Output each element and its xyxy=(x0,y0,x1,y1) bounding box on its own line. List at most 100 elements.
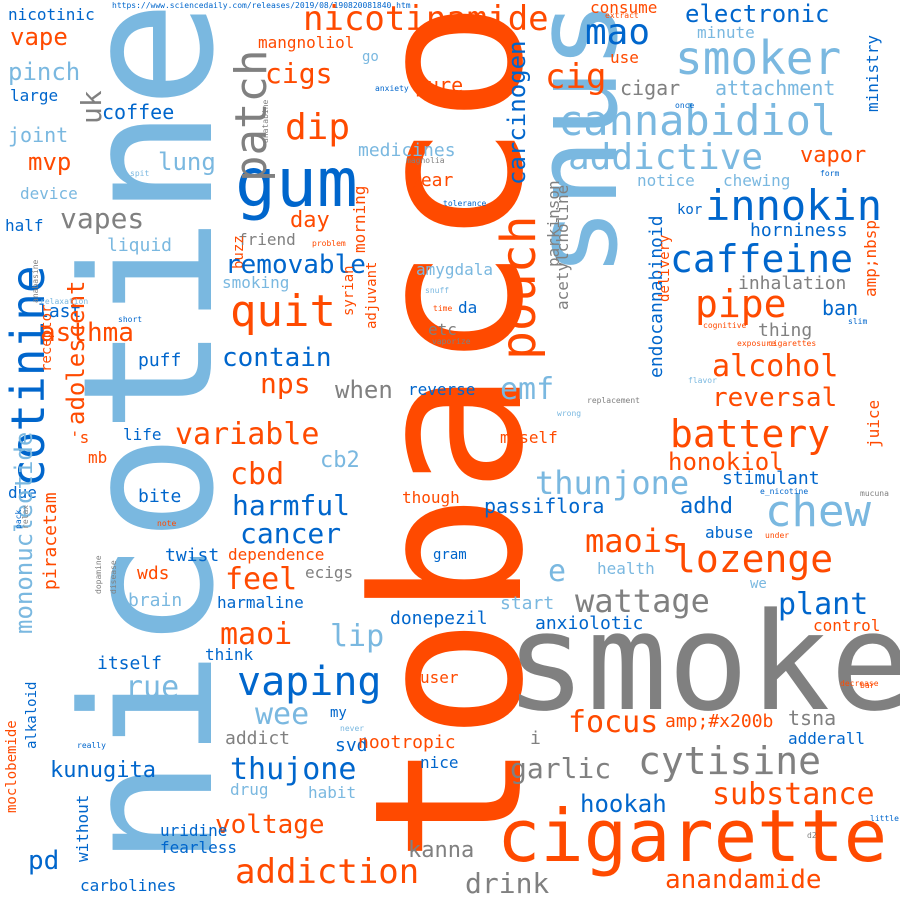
word-never: never xyxy=(340,724,365,733)
word-cannabidiol: cannabidiol xyxy=(558,96,837,145)
word-source-url[interactable]: https://www.sciencedaily.com/releases/20… xyxy=(112,1,411,10)
word-really: really xyxy=(77,741,106,750)
word-itself: itself xyxy=(97,653,163,674)
word-syrian: syrian xyxy=(341,265,357,316)
word-user: user xyxy=(420,668,459,687)
word-though: though xyxy=(402,488,460,507)
word-go: go xyxy=(362,49,379,65)
word-ministry: ministry xyxy=(863,35,882,113)
word-ban: ban xyxy=(822,296,859,320)
word-harmaline: harmaline xyxy=(217,593,304,612)
word-once: once xyxy=(675,101,695,110)
word-mvp: mvp xyxy=(28,148,72,176)
word-anabasine: anabasine xyxy=(31,260,40,304)
word-addictive: addictive xyxy=(568,137,764,178)
word-donepezil: donepezil xyxy=(390,608,488,629)
word-cigarettes: cigarettes xyxy=(768,339,817,348)
word-nootropic: nootropic xyxy=(358,732,456,753)
word-bite: bite xyxy=(138,486,182,507)
word-we: we xyxy=(750,576,767,592)
word-uridine: uridine xyxy=(160,821,228,840)
word-cigarette: cigarette xyxy=(497,794,888,878)
word-thujone: thujone xyxy=(230,752,357,787)
word-passiflora: passiflora xyxy=(484,494,605,518)
word-amygdala: amygdala xyxy=(416,260,494,279)
word-cancer: cancer xyxy=(240,517,342,550)
word-thunjone: thunjone xyxy=(535,464,690,502)
word-battery: battery xyxy=(670,412,831,456)
word-problem: problem xyxy=(312,239,346,248)
word-disease: disease xyxy=(109,560,118,594)
word-voltage: voltage xyxy=(215,810,325,840)
word-asthma: asthma xyxy=(40,318,134,348)
word-feel: feel xyxy=(225,562,298,597)
word-pinch: pinch xyxy=(8,58,81,86)
word-wattage: wattage xyxy=(575,582,710,620)
word-cb2: cb2 xyxy=(320,448,360,473)
word-year: year xyxy=(410,170,454,191)
word-alcohol: alcohol xyxy=(712,349,839,384)
word-addict: addict xyxy=(225,728,291,749)
word-quit: quit xyxy=(230,286,336,337)
word-moclobemide: moclobemide xyxy=(4,720,20,813)
word-nicotinic: nicotinic xyxy=(8,5,95,24)
word-due: due xyxy=(8,483,37,502)
word-harmful: harmful xyxy=(232,489,351,522)
word-innokin: innokin xyxy=(705,181,883,230)
word-reversal: reversal xyxy=(712,383,838,413)
word-slim: slim xyxy=(848,317,868,326)
word-pack: pack xyxy=(14,510,23,530)
word-anxiety: anxiety xyxy=(375,84,409,93)
word-substance: substance xyxy=(712,777,875,812)
word-nicotinamide: nicotinamide xyxy=(303,0,549,39)
word-my: my xyxy=(330,705,347,721)
word-thing: thing xyxy=(758,320,813,341)
word-when: when xyxy=(335,376,393,404)
word-smoker: smoker xyxy=(675,31,842,85)
word-anatabine: anatabine xyxy=(261,100,270,144)
word-coffee: coffee xyxy=(102,100,175,124)
word-mucuna: mucuna xyxy=(860,489,889,498)
word-addiction: addiction xyxy=(235,852,420,892)
word-contain: contain xyxy=(222,343,332,373)
word-honokiol: honokiol xyxy=(668,448,784,476)
word-chew: chew xyxy=(765,486,871,537)
word-removable: removable xyxy=(225,250,366,280)
word-delivery: delivery xyxy=(657,235,673,303)
word-spit: spit xyxy=(130,169,150,178)
word-use: use xyxy=(610,48,639,67)
word-acetylcholine: acetylcholine xyxy=(553,185,572,311)
word-vapor: vapor xyxy=(800,143,867,168)
word-cig: cig xyxy=(545,57,607,97)
word-snuff: snuff xyxy=(425,286,450,295)
word-alkaloid: alkaloid xyxy=(24,682,40,750)
word-maoi: maoi xyxy=(220,617,293,652)
word-dependence: dependence xyxy=(228,545,325,564)
word-minute: minute xyxy=(697,23,755,42)
word-start: start xyxy=(500,593,555,614)
word-puff: puff xyxy=(138,350,182,371)
word-horniness: horniness xyxy=(750,220,848,241)
word-rue: rue xyxy=(125,670,180,705)
word-caffeine: caffeine xyxy=(670,237,854,281)
word-electronic: electronic xyxy=(685,0,830,28)
word-relax: relax xyxy=(21,505,30,530)
word-exposure: exposure xyxy=(737,339,776,348)
word-liquid: liquid xyxy=(107,235,173,256)
word-plant: plant xyxy=(778,587,869,622)
word-vaporize: vaporize xyxy=(432,337,471,346)
word-cigs: cigs xyxy=(265,57,333,90)
word-dip: dip xyxy=(285,107,351,148)
word-tsna: tsna xyxy=(788,706,837,730)
word-morning: morning xyxy=(350,186,369,254)
word-large: large xyxy=(10,86,59,105)
word-brain: brain xyxy=(128,590,183,611)
word-kor: kor xyxy=(677,202,703,218)
word-life: life xyxy=(123,425,162,444)
word-carbolines: carbolines xyxy=(80,876,177,895)
word-wee: wee xyxy=(255,697,310,732)
word-cytisine: cytisine xyxy=(638,739,822,783)
word-cognitive: cognitive xyxy=(703,321,747,330)
word-drink: drink xyxy=(465,867,550,900)
word-hookah: hookah xyxy=(580,790,667,818)
